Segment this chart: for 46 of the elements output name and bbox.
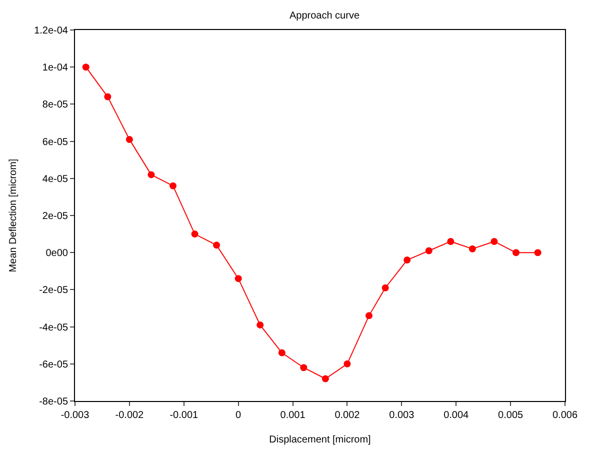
point	[256, 321, 264, 328]
point	[468, 245, 476, 252]
point	[447, 238, 454, 245]
point	[191, 230, 198, 238]
point	[234, 275, 242, 282]
y-tick-label: -8e-05	[39, 396, 68, 408]
y-tick-label: 1e-04	[42, 62, 68, 74]
point	[300, 364, 308, 372]
y-tick-label: 2e-05	[42, 211, 68, 222]
point	[82, 64, 90, 71]
point	[534, 249, 542, 256]
y-axis-title: Mean Deflection [microm]	[8, 158, 20, 272]
x-axis-title: Displacement [microm]	[269, 434, 372, 446]
point	[490, 238, 498, 245]
point	[148, 171, 155, 178]
x-tick-label: -0.003	[60, 410, 90, 421]
y-tick-label: 6e-05	[42, 136, 68, 148]
y-tick-label: 1.2e-04	[34, 26, 68, 36]
x-tick-label: 0.006	[552, 410, 578, 421]
point	[322, 375, 329, 382]
x-tick-label: 0.001	[280, 410, 306, 421]
x-tick-label: 0	[236, 410, 242, 421]
point	[104, 93, 112, 100]
point	[213, 242, 220, 249]
y-tick-label: -4e-05	[39, 322, 68, 334]
point	[512, 249, 520, 256]
x-tick-label: -0.002	[115, 410, 144, 421]
chart-title: Approach curve	[289, 10, 360, 22]
x-tick-label: 0.004	[444, 410, 470, 421]
point	[404, 256, 411, 264]
y-tick-label: 4e-05	[42, 174, 68, 185]
x-tick-label: 0.005	[498, 410, 524, 421]
point	[126, 136, 133, 143]
point	[382, 284, 389, 292]
point	[170, 182, 176, 190]
point	[425, 247, 432, 254]
y-tick-label: 8e-05	[42, 100, 68, 111]
y-tick-label: -2e-05	[39, 285, 68, 296]
x-tick-label: 0.003	[389, 410, 415, 421]
y-tick-label: 0e00	[46, 248, 68, 260]
point	[366, 312, 372, 320]
x-tick-label: 0.002	[334, 410, 360, 421]
y-tick-label: -6e-05	[39, 359, 68, 370]
x-tick-label: -0.001	[170, 410, 199, 421]
point	[278, 349, 286, 356]
point	[344, 360, 351, 368]
